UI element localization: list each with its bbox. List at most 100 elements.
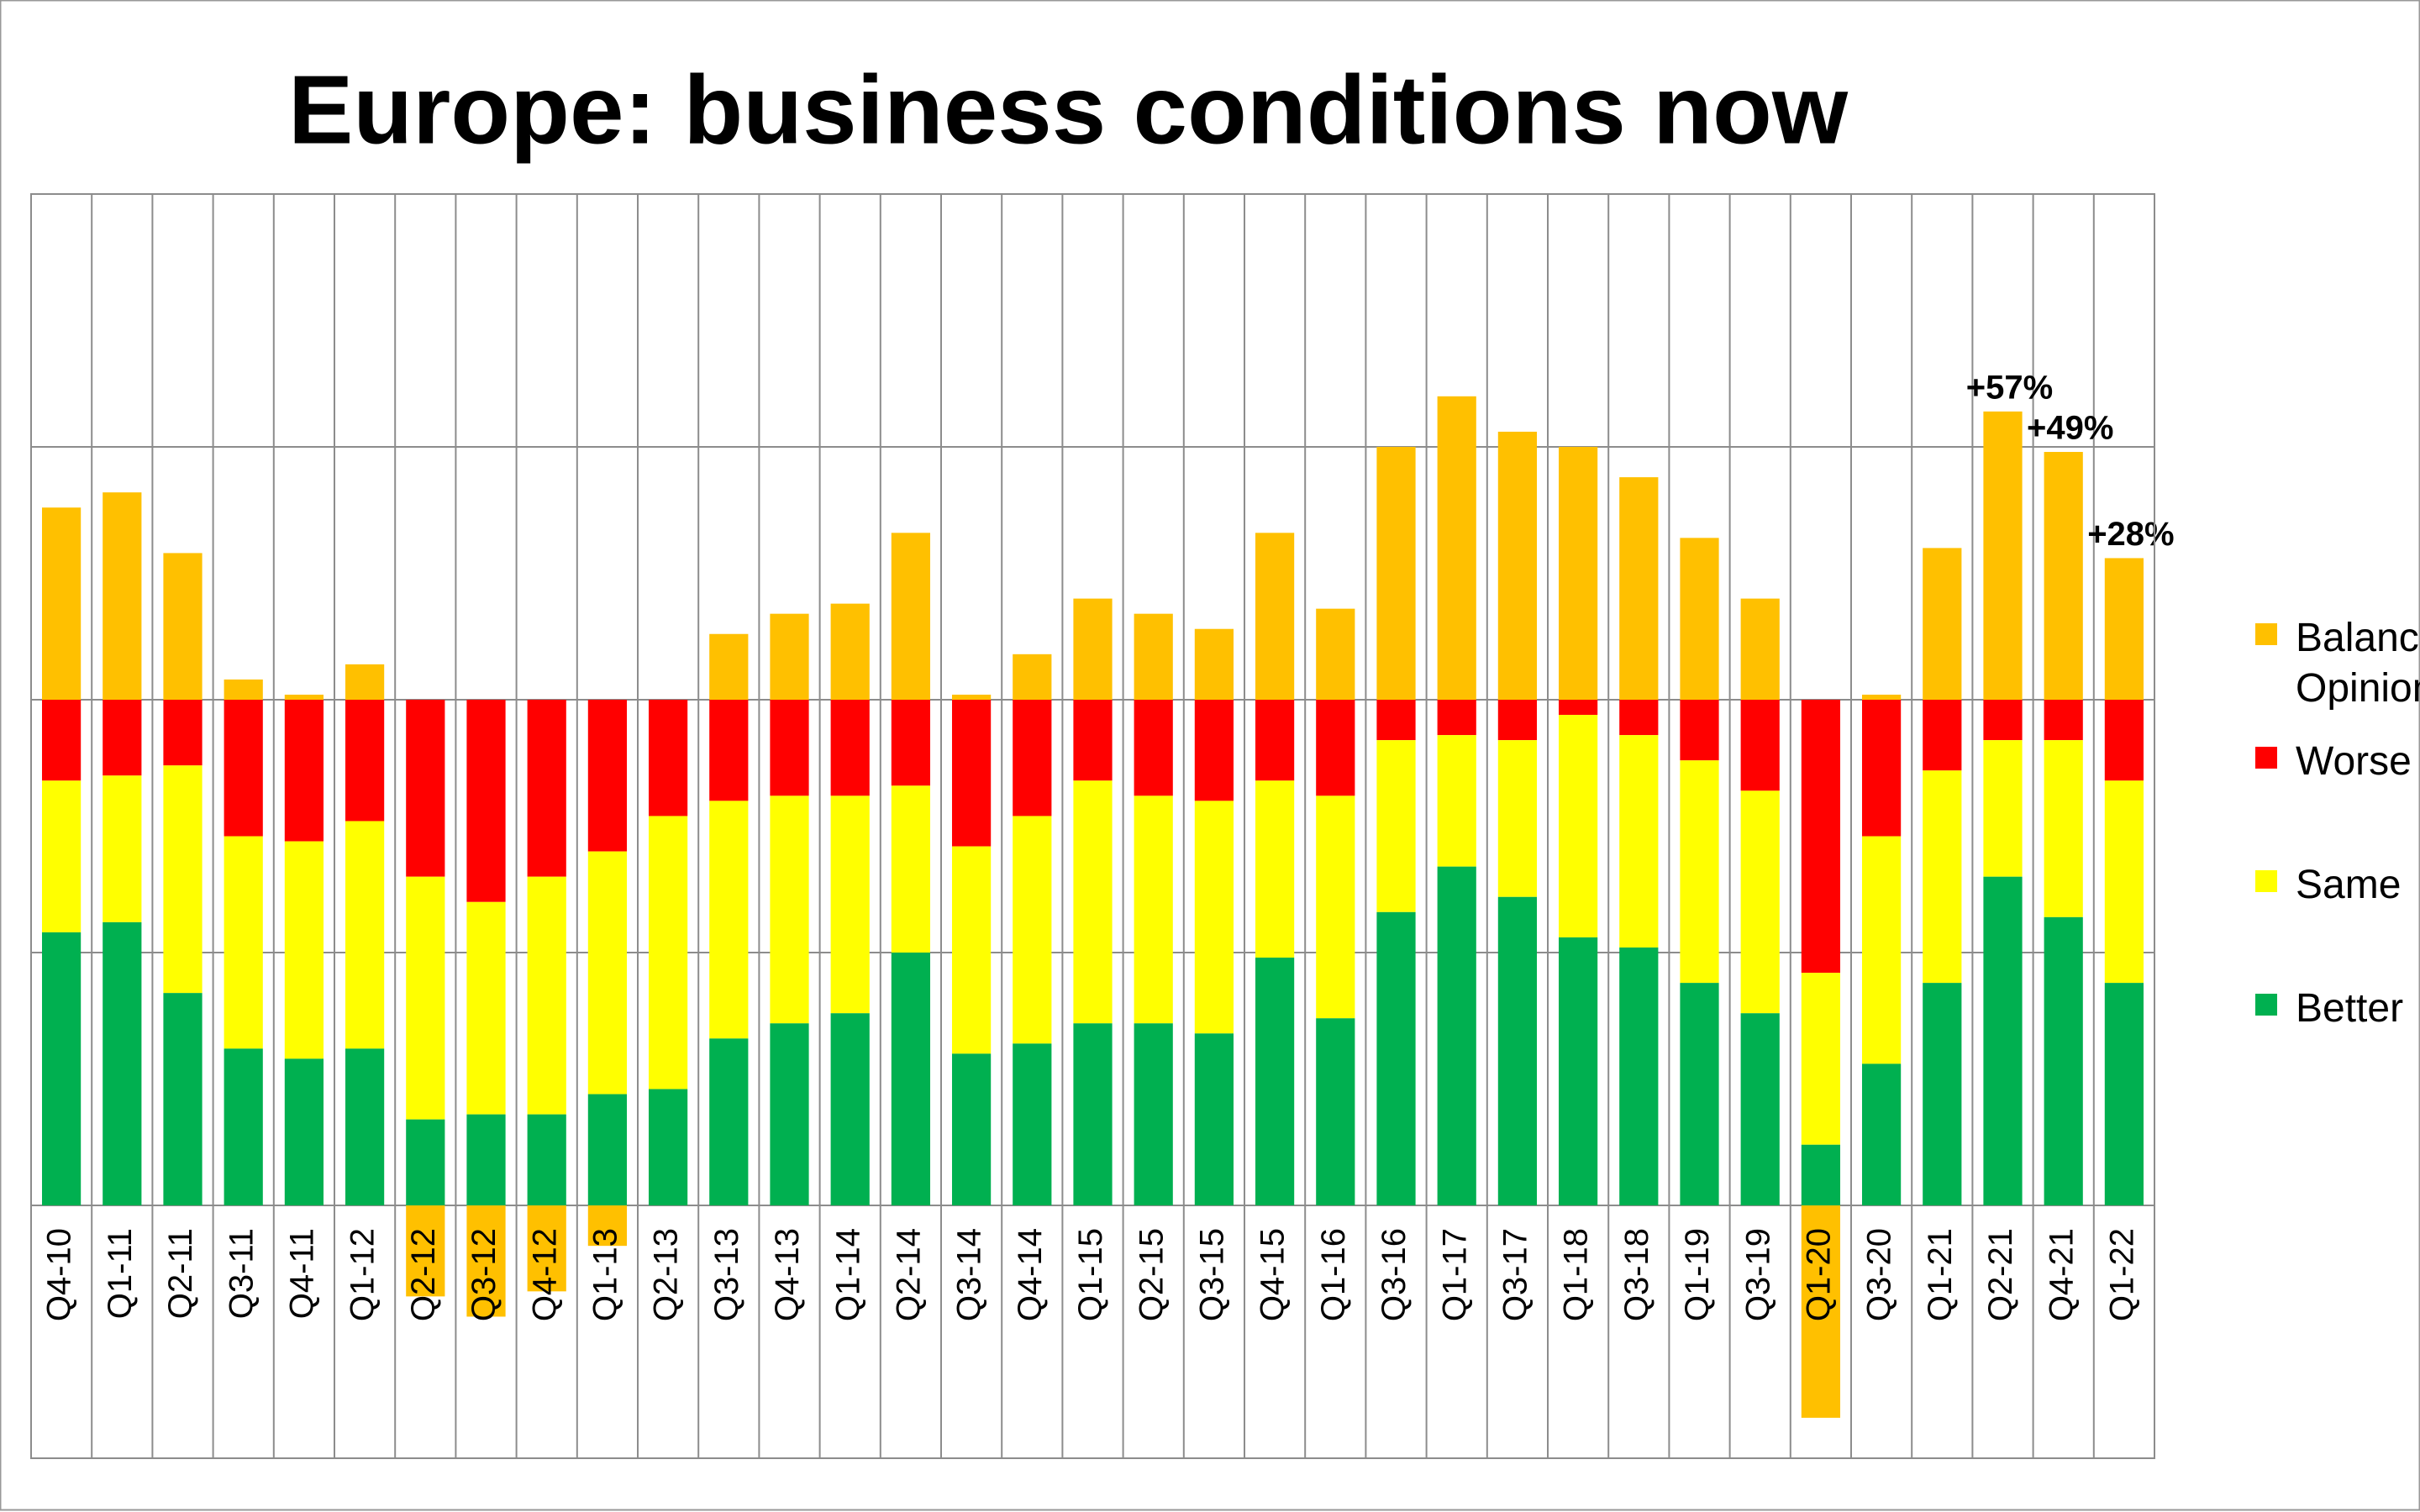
bar-segment (1680, 760, 1719, 984)
bar-segment (406, 1119, 445, 1205)
bar-segment (2044, 740, 2083, 917)
bar-segment (1376, 447, 1416, 700)
bar-segment (284, 700, 324, 842)
bar-segment (709, 633, 749, 700)
bar-segment (224, 836, 263, 1049)
x-tick-label: Q2-12 (405, 1228, 442, 1321)
bar-segment (1740, 1013, 1780, 1205)
x-tick-label: Q1-15 (1072, 1228, 1109, 1321)
bar-segment (1619, 947, 1659, 1205)
bar-segment (709, 1038, 749, 1205)
bar-segment (648, 1089, 688, 1205)
x-tick-label: Q1-12 (345, 1228, 381, 1321)
bar-segment (1801, 1205, 1841, 1418)
bar-segment (1073, 700, 1113, 781)
legend-item: Same (2255, 860, 2420, 911)
bar-segment (2104, 558, 2144, 700)
legend-label: Worse (2296, 739, 2412, 784)
bar-segment (1497, 896, 1538, 1205)
legend-swatch (2255, 747, 2277, 769)
bar-segment (406, 876, 445, 1120)
bar-segment (1316, 1018, 1355, 1205)
bar-segment (1437, 735, 1476, 867)
bar-segment (1983, 740, 2023, 877)
bar-segment (1558, 715, 1598, 937)
bar-segment (406, 1205, 445, 1297)
x-tick-label: Q3-17 (1497, 1228, 1534, 1321)
x-tick-label: Q4-14 (1012, 1228, 1049, 1321)
bar-segment (951, 700, 992, 847)
bar-segment (1801, 973, 1841, 1145)
bar-segment (1740, 598, 1780, 700)
bar-segment (1316, 608, 1355, 700)
bar-segment (1073, 598, 1113, 700)
legend-label: Better (2296, 986, 2404, 1031)
legend-label: Balance of Opinion (2296, 616, 2420, 711)
bar-segment (466, 700, 506, 902)
bar-segment (1316, 700, 1355, 796)
bar-segment (830, 1013, 870, 1205)
bar-segment (770, 1023, 809, 1205)
x-tick-label: Q4-11 (283, 1228, 320, 1319)
x-tick-label: Q3-16 (1376, 1228, 1413, 1321)
plot-border (30, 193, 2155, 1459)
legend-label: Same (2296, 863, 2402, 907)
x-tick-label: Q3-20 (1861, 1228, 1898, 1321)
bar-segment (1619, 700, 1659, 736)
bar-segment (163, 993, 203, 1205)
bar-segment (2044, 700, 2083, 741)
bar-segment (830, 700, 870, 796)
x-tick-label: Q3-18 (1618, 1228, 1655, 1321)
x-tick-label: Q3-11 (223, 1228, 260, 1319)
bar-segment (284, 694, 324, 700)
bar-segment (41, 780, 82, 932)
bar-segment (891, 785, 931, 953)
bar-segment (41, 932, 82, 1205)
x-tick-label: Q4-13 (769, 1228, 806, 1321)
bar-segment (951, 846, 992, 1054)
bar-segment (648, 700, 688, 816)
bar-segment (527, 876, 566, 1115)
x-tick-label: Q2-15 (1133, 1228, 1170, 1321)
bar-segment (830, 795, 870, 1014)
bar-segment (527, 1205, 566, 1292)
bar-segment (1013, 816, 1052, 1044)
bar-segment (587, 1094, 628, 1205)
x-tick-label: Q3-15 (1193, 1228, 1230, 1321)
bar-segment (1680, 983, 1719, 1205)
x-tick-label: Q2-11 (162, 1228, 199, 1319)
bar-segment (1013, 700, 1052, 816)
bar-segment (709, 801, 749, 1039)
bar-segment (2044, 452, 2083, 700)
bar-segment (1861, 1063, 1902, 1205)
bar-segment (2044, 916, 2083, 1205)
legend-swatch (2255, 994, 2277, 1016)
bar-segment (1013, 654, 1052, 700)
bar-segment (103, 700, 142, 776)
bar-segment (103, 921, 142, 1205)
legend-item: Balance of Opinion (2255, 613, 2420, 714)
bar-segment (1073, 780, 1113, 1024)
bar-segment (830, 603, 870, 700)
x-tick-label: Q1-16 (1315, 1228, 1352, 1321)
x-tick-label: Q4-15 (1255, 1228, 1292, 1321)
bar-segment (1255, 700, 1295, 781)
bar-segment (466, 901, 506, 1115)
bar-segment (951, 1053, 992, 1205)
legend-item: Worse (2255, 737, 2420, 787)
bar-segment (2104, 983, 2144, 1205)
bar-segment (163, 700, 203, 766)
bar-segment (1680, 538, 1719, 700)
bar-segment (1558, 700, 1598, 716)
bar-segment (103, 775, 142, 922)
bar-segment (345, 1048, 385, 1205)
x-tick-label: Q3-19 (1739, 1228, 1776, 1321)
bar-segment (1923, 548, 1962, 700)
bar-segment (1255, 533, 1295, 700)
bar-segment (1437, 700, 1476, 736)
bar-segment (770, 795, 809, 1024)
bar-segment (466, 1114, 506, 1205)
chart-title: Europe: business conditions now (288, 55, 1849, 165)
bar-segment (770, 613, 809, 700)
